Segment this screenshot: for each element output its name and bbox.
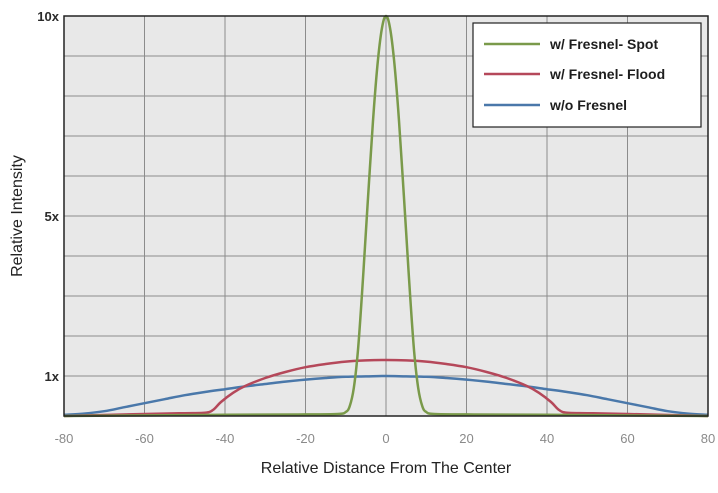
series-line-flood xyxy=(63,358,709,418)
x-axis-ticks: -80 -60 -40 -20 0 20 40 60 80 xyxy=(55,431,716,446)
legend-box xyxy=(472,22,702,128)
y-tick-label: 1x xyxy=(45,369,60,384)
x-tick-label: 20 xyxy=(459,431,473,446)
x-tick-label: 80 xyxy=(701,431,715,446)
legend-label-flood: w/ Fresnel- Flood xyxy=(549,66,665,82)
x-tick-label: 60 xyxy=(620,431,634,446)
y-axis-label: Relative Intensity xyxy=(9,155,26,277)
legend: w/ Fresnel- Spot w/ Fresnel- Flood w/o F… xyxy=(472,22,702,128)
y-tick-label: 10x xyxy=(37,9,59,24)
series-line-no-fresnel xyxy=(63,374,709,417)
legend-label-spot: w/ Fresnel- Spot xyxy=(549,36,658,52)
x-tick-label: -80 xyxy=(55,431,74,446)
plot-border xyxy=(63,15,709,417)
x-tick-label: 40 xyxy=(540,431,554,446)
y-tick-label: 5x xyxy=(45,209,60,224)
x-tick-label: -60 xyxy=(135,431,154,446)
legend-label-no-fresnel: w/o Fresnel xyxy=(549,97,627,113)
x-tick-label: -40 xyxy=(216,431,235,446)
y-axis-ticks: 1x 5x 10x xyxy=(37,9,59,384)
x-tick-label: 0 xyxy=(382,431,389,446)
x-axis-label: Relative Distance From The Center xyxy=(261,460,512,477)
x-tick-label: -20 xyxy=(296,431,315,446)
